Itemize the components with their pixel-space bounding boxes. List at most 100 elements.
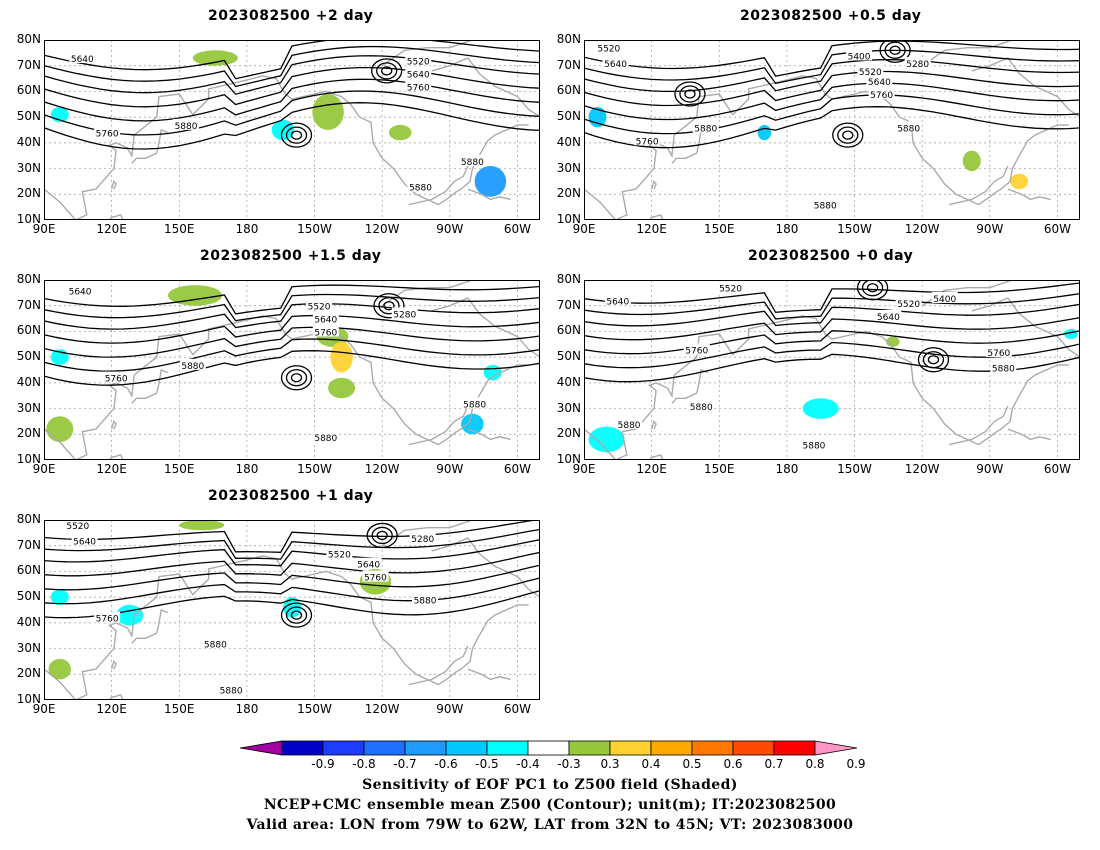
contour-label: 5880 — [992, 364, 1015, 374]
contour-label-bg — [688, 400, 715, 411]
z500-contour — [584, 49, 1080, 85]
map-frame — [44, 520, 540, 700]
colorbar-box — [650, 740, 693, 756]
coastline — [381, 40, 473, 67]
colorbar-tick-label: 0.6 — [723, 757, 743, 771]
colorbar-tick-label: -0.8 — [352, 757, 376, 771]
z500-closed-contour — [917, 347, 950, 373]
contour-label-bg — [103, 371, 130, 383]
lat-tick-label: 70N — [16, 537, 41, 552]
colorbar-box — [568, 740, 611, 756]
z500-closed-contour — [927, 355, 940, 365]
contour-label-bg — [931, 292, 958, 303]
lat-tick-label: 10N — [16, 212, 41, 226]
z500-contour — [584, 303, 1080, 327]
z500-contour — [44, 284, 540, 315]
z500-closed-contour — [280, 602, 313, 628]
contour-label-bg — [355, 557, 382, 569]
coastline — [110, 419, 117, 430]
z500-closed-contour — [866, 283, 879, 293]
z500-closed-contour — [378, 297, 400, 315]
colorbar-tick-label: -0.5 — [475, 757, 499, 771]
colorbar-box — [486, 740, 529, 756]
coastline — [584, 315, 1069, 460]
lon-tick-label: 90E — [32, 702, 56, 716]
coastline — [131, 129, 169, 164]
coastline — [467, 428, 511, 441]
lon-tick-label: 150E — [164, 702, 195, 716]
z500-closed-contour — [674, 81, 706, 107]
z500-closed-contour — [889, 45, 901, 55]
z500-closed-contour — [684, 89, 696, 99]
z500-contour — [44, 55, 540, 95]
z500-contour — [584, 59, 1080, 93]
lon-tick-label: 150W — [297, 462, 332, 476]
colorbar-tick-label: -0.6 — [434, 757, 458, 771]
contour-label: 5400 — [933, 295, 956, 305]
z500-contour — [44, 350, 540, 386]
sensitivity-shade — [168, 285, 223, 306]
coastline — [110, 179, 117, 190]
contour-label: 5280 — [906, 60, 929, 70]
caption-line-2: NCEP+CMC ensemble mean Z500 (Contour); u… — [263, 797, 837, 813]
coastline — [949, 405, 1009, 446]
contour-label-bg — [866, 75, 893, 87]
panel-title-plus05: 2023082500 +0.5 day — [740, 8, 922, 24]
contour-label: 5880 — [814, 202, 837, 212]
lat-tick-label: 80N — [16, 272, 41, 286]
lon-tick-label: 120E — [636, 462, 667, 476]
contour-label: 5520 — [328, 550, 351, 560]
contour-label: 5520 — [597, 45, 620, 55]
z500-contour — [44, 539, 540, 567]
contour-label: 5880 — [314, 434, 337, 444]
lon-tick-label: 120E — [96, 702, 127, 716]
z500-contour — [44, 528, 540, 560]
coastline — [1007, 428, 1051, 441]
contour-label-bg — [306, 299, 333, 311]
sensitivity-shade — [388, 124, 412, 141]
z500-closed-contour — [884, 41, 906, 59]
contour-label-bg — [895, 297, 922, 309]
lat-tick-label: 10N — [556, 452, 581, 466]
z500-contour — [584, 106, 1080, 149]
contour-label: 5760 — [364, 574, 387, 584]
contour-label: 5640 — [877, 313, 900, 323]
sensitivity-shade — [474, 166, 507, 197]
lon-tick-label: 120W — [364, 702, 400, 716]
lon-tick-label: 150W — [297, 702, 332, 716]
contour-label-bg — [634, 134, 661, 146]
lat-tick-label: 70N — [556, 57, 581, 72]
lat-tick-label: 50N — [556, 349, 581, 364]
contour-label-bg — [692, 121, 719, 133]
z500-contour — [584, 292, 1080, 320]
lat-tick-label: 60N — [16, 323, 41, 338]
lat-tick-label: 80N — [16, 512, 41, 526]
z500-contour — [44, 551, 540, 577]
lon-tick-label: 150W — [297, 222, 332, 236]
sensitivity-shade — [802, 398, 839, 419]
z500-contour — [584, 316, 1080, 341]
colorbar-tick-label: 0.7 — [764, 757, 784, 771]
colorbar-tick-label: 0.3 — [600, 757, 620, 771]
contour-label: 5880 — [175, 122, 198, 132]
map-panel-plus15: 5640 5520 5280 5640 5760 5760 5880 5880 5880 — [44, 280, 540, 460]
sensitivity-shade — [461, 413, 484, 435]
map-frame — [584, 40, 1080, 220]
z500-closed-contour — [280, 365, 313, 391]
sensitivity-shade — [46, 416, 74, 442]
colorbar-tick-label: 0.8 — [805, 757, 825, 771]
contour-label-bg — [812, 198, 839, 210]
lat-tick-label: 50N — [16, 109, 41, 124]
contour-label-bg — [312, 430, 339, 442]
lon-tick-label: 120W — [904, 222, 940, 236]
contour-label-bg — [405, 80, 432, 92]
contour-label-bg — [312, 325, 339, 337]
contour-label: 5880 — [803, 442, 826, 452]
lat-tick-label: 30N — [16, 160, 41, 175]
lon-tick-label: 150W — [837, 462, 872, 476]
z500-closed-contour — [861, 280, 884, 297]
map-panel-plus2: 5640 5520 5640 5760 5760 5880 5880 5880 — [44, 40, 540, 220]
contour-label-bg — [846, 49, 873, 61]
contour-label: 5760 — [636, 137, 659, 147]
contour-label-bg — [604, 294, 631, 306]
